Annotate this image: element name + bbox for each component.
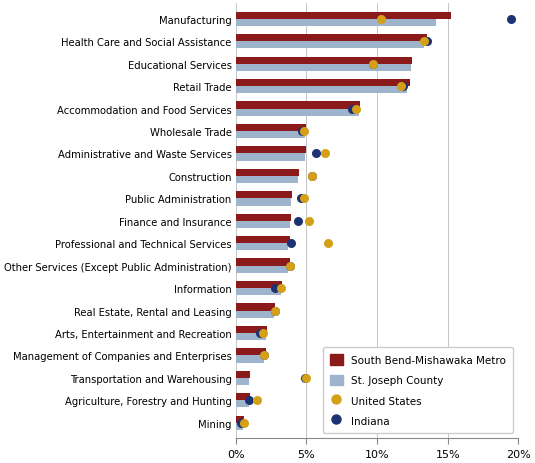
- Bar: [236, 259, 289, 266]
- Bar: [236, 282, 282, 288]
- Bar: [236, 20, 437, 27]
- Bar: [236, 42, 424, 50]
- Bar: [236, 416, 244, 423]
- Bar: [236, 87, 407, 94]
- Bar: [236, 266, 288, 273]
- Bar: [236, 169, 300, 176]
- Bar: [236, 356, 264, 363]
- Bar: [236, 423, 243, 430]
- Legend: South Bend-Mishawaka Metro, St. Joseph County, United States, Indiana: South Bend-Mishawaka Metro, St. Joseph C…: [323, 347, 513, 433]
- Bar: [236, 199, 291, 206]
- Bar: [236, 244, 288, 251]
- Bar: [236, 80, 410, 87]
- Bar: [236, 125, 307, 132]
- Bar: [236, 176, 298, 184]
- Bar: [236, 378, 249, 385]
- Bar: [236, 349, 265, 356]
- Bar: [236, 109, 359, 117]
- Bar: [236, 288, 281, 296]
- Bar: [236, 333, 265, 340]
- Bar: [236, 311, 274, 318]
- Bar: [236, 371, 250, 378]
- Bar: [236, 326, 267, 333]
- Bar: [236, 147, 307, 154]
- Bar: [236, 393, 250, 400]
- Bar: [236, 214, 291, 221]
- Bar: [236, 65, 411, 72]
- Bar: [236, 57, 412, 65]
- Bar: [236, 13, 450, 20]
- Bar: [236, 132, 305, 139]
- Bar: [236, 237, 289, 244]
- Bar: [236, 192, 292, 199]
- Bar: [236, 35, 426, 42]
- Bar: [236, 102, 360, 109]
- Bar: [236, 400, 249, 407]
- Bar: [236, 304, 276, 311]
- Bar: [236, 221, 289, 228]
- Bar: [236, 154, 305, 161]
